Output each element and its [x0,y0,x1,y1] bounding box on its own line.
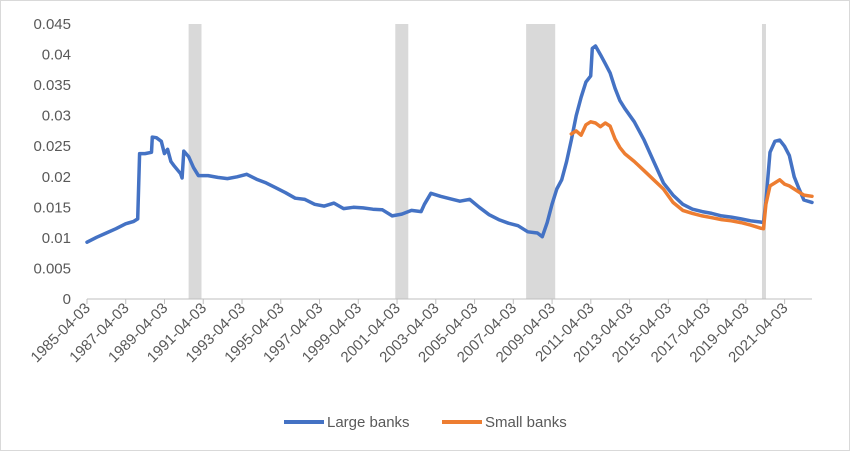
y-tick-label: 0.03 [42,108,71,125]
legend-label-small-banks: Small banks [485,414,567,431]
recession-band-2 [395,24,409,299]
y-tick-label: 0.025 [33,138,71,155]
y-tick-label: 0.005 [33,260,71,277]
series-line-large-banks [85,44,814,244]
series-group [85,44,814,244]
recession-shading-group [188,24,766,299]
y-tick-label: 0.035 [33,77,71,94]
legend-label-large-banks: Large banks [327,414,410,431]
y-tick-label: 0.01 [42,230,71,247]
y-tick-label: 0.04 [42,47,71,64]
y-tick-label: 0.045 [33,16,71,33]
y-tick-label: 0.02 [42,169,71,186]
axes-group: 0 0.005 0.01 0.015 0.02 0.025 0.03 0.035 0.04 0.0… [28,16,812,366]
series-line-small-banks [569,120,814,231]
y-tick-label: 0.015 [33,199,71,216]
recession-band-4 [761,24,766,299]
recession-band-1 [188,24,202,299]
y-tick-label: 0 [63,291,71,308]
legend: Large banks Small banks [284,414,567,431]
recession-band-3 [526,24,556,299]
